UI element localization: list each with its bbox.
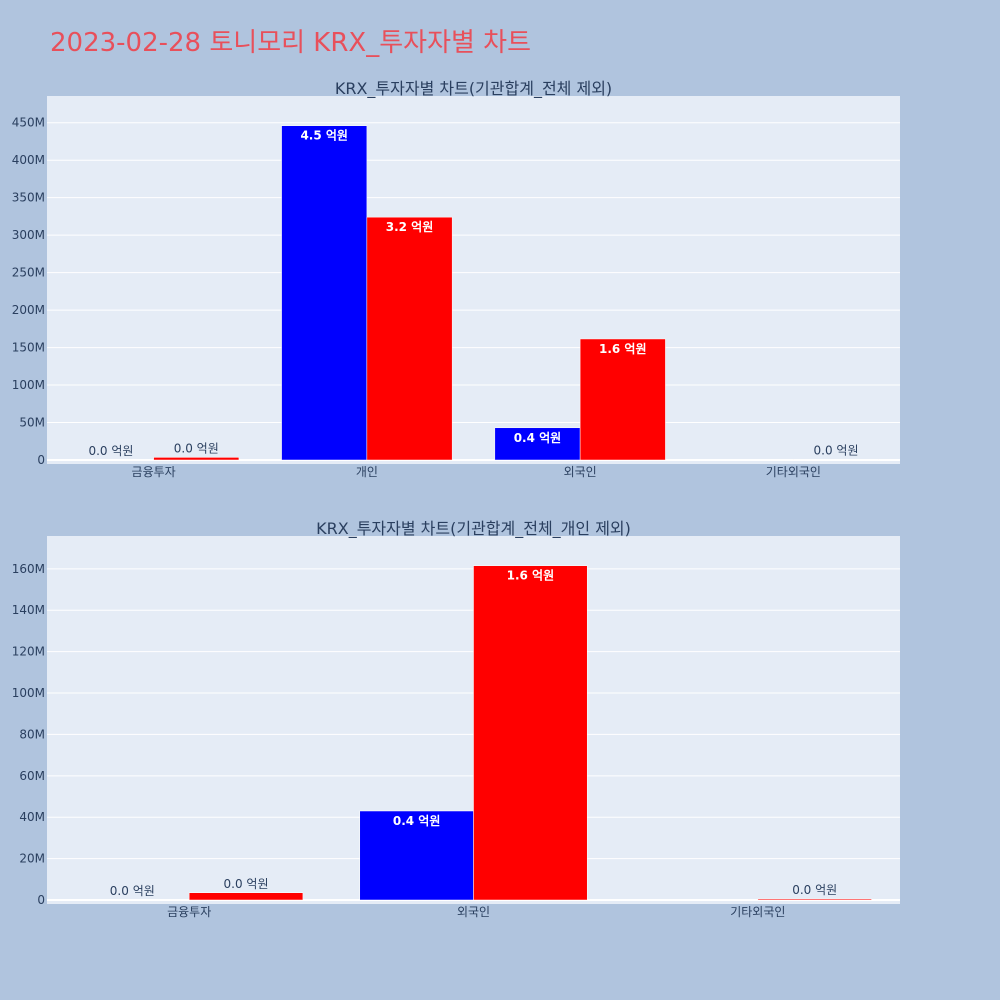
chart-2: KRX_투자자별 차트(기관합계_전체_개인 제외) 0 20M 40M 60M 80M 1… bbox=[12, 519, 900, 919]
data-label: 3.2 억원 bbox=[386, 220, 434, 234]
y-tick-label: 50M bbox=[19, 416, 45, 430]
x-tick-label: 외국인 bbox=[457, 905, 490, 919]
y-tick-label: 150M bbox=[12, 341, 45, 355]
x-tick-label: 기타외국인 bbox=[730, 905, 785, 919]
bar bbox=[281, 125, 368, 461]
page-title: 2023-02-28 토니모리 KRX_투자자별 차트 bbox=[50, 28, 532, 58]
data-label: 0.0 억원 bbox=[88, 444, 133, 458]
x-tick-label: 외국인 bbox=[564, 465, 597, 479]
data-label: 0.0 억원 bbox=[814, 444, 859, 458]
y-tick-label: 20M bbox=[19, 852, 45, 866]
data-label: 1.6 억원 bbox=[507, 569, 555, 583]
bar bbox=[473, 565, 588, 901]
chart-title: KRX_투자자별 차트(기관합계_전체_개인 제외) bbox=[316, 519, 631, 539]
data-label: 4.5 억원 bbox=[300, 129, 348, 143]
y-tick-label: 140M bbox=[12, 603, 45, 617]
bar bbox=[366, 216, 453, 461]
bar bbox=[579, 338, 666, 461]
x-tick-label: 개인 bbox=[356, 465, 378, 479]
y-tick-label: 400M bbox=[12, 153, 45, 167]
y-tick-label: 100M bbox=[12, 378, 45, 392]
data-label: 0.0 억원 bbox=[792, 883, 837, 897]
bar bbox=[153, 457, 240, 461]
chart-title: KRX_투자자별 차트(기관합계_전체 제외) bbox=[335, 79, 612, 99]
y-tick-label: 250M bbox=[12, 266, 45, 280]
y-tick-label: 100M bbox=[12, 686, 45, 700]
y-tick-label: 120M bbox=[12, 645, 45, 659]
data-label: 0.0 억원 bbox=[110, 884, 155, 898]
data-label: 0.4 억원 bbox=[393, 814, 441, 828]
y-tick-label: 80M bbox=[19, 727, 45, 741]
x-tick-label: 금융투자 bbox=[132, 465, 176, 479]
y-tick-label: 0 bbox=[37, 893, 45, 907]
bar bbox=[359, 810, 474, 901]
data-label: 1.6 억원 bbox=[599, 342, 647, 356]
y-tick-label: 450M bbox=[12, 116, 45, 130]
data-label: 0.0 억원 bbox=[224, 877, 269, 891]
bar bbox=[757, 898, 872, 901]
y-tick-label: 60M bbox=[19, 769, 45, 783]
plot-area bbox=[47, 96, 900, 464]
x-tick-label: 기타외국인 bbox=[766, 465, 821, 479]
y-tick-label: 0 bbox=[37, 453, 45, 467]
bar bbox=[188, 892, 304, 901]
y-tick-label: 160M bbox=[12, 562, 45, 576]
y-tick-label: 200M bbox=[12, 303, 45, 317]
data-label: 0.0 억원 bbox=[174, 441, 219, 455]
bar bbox=[494, 427, 581, 461]
x-tick-label: 금융투자 bbox=[167, 905, 211, 919]
y-tick-label: 350M bbox=[12, 191, 45, 205]
data-label: 0.4 억원 bbox=[514, 431, 562, 445]
y-tick-label: 300M bbox=[12, 228, 45, 242]
y-tick-label: 40M bbox=[19, 810, 45, 824]
chart-1: KRX_투자자별 차트(기관합계_전체 제외) 0 50M 100M 150M 200M 2… bbox=[12, 79, 900, 479]
